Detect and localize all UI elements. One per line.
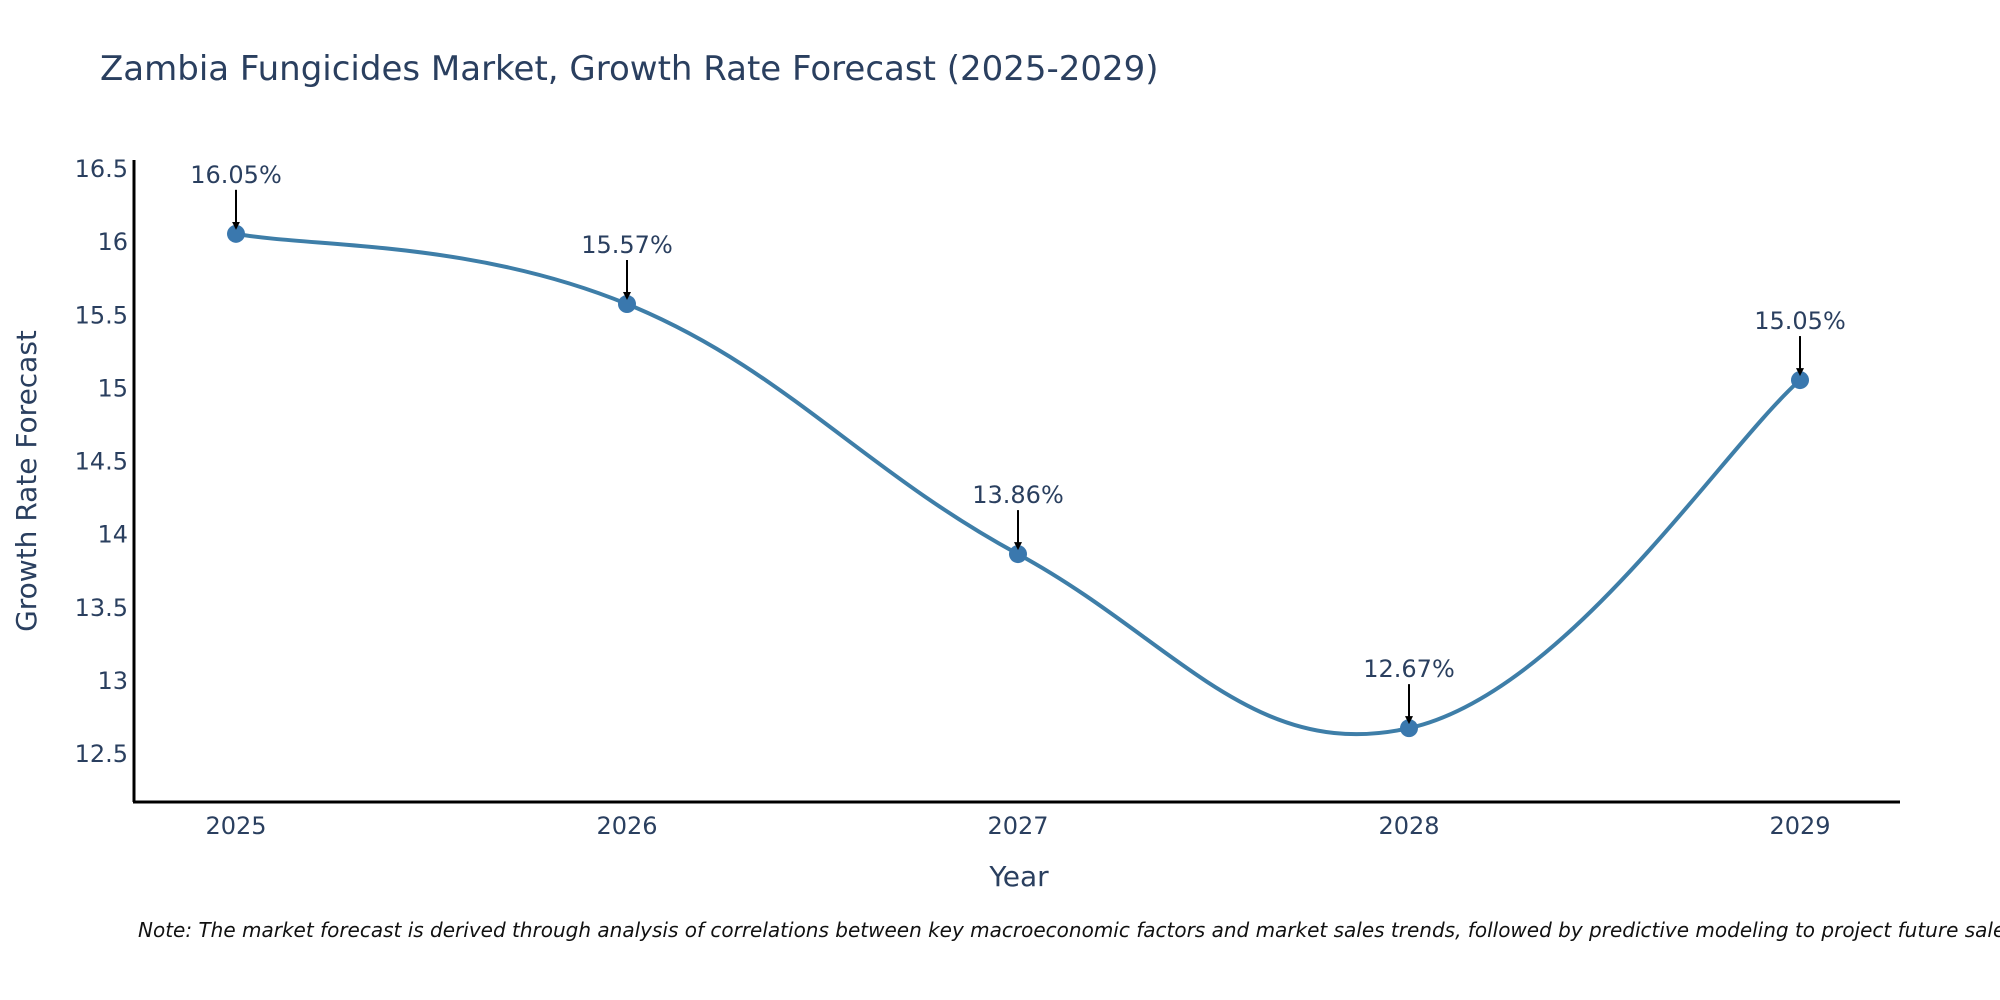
y-tick-label: 13.5 bbox=[75, 594, 128, 622]
x-tick-label: 2029 bbox=[1769, 812, 1830, 840]
y-tick-label: 15 bbox=[97, 374, 128, 402]
data-point bbox=[1009, 545, 1027, 564]
data-label: 12.67% bbox=[1363, 655, 1455, 683]
x-tick-label: 2025 bbox=[205, 812, 266, 840]
x-tick-label: 2026 bbox=[596, 812, 657, 840]
x-tick-label: 2027 bbox=[987, 812, 1048, 840]
data-label: 15.57% bbox=[581, 231, 673, 259]
y-tick-label: 13 bbox=[97, 667, 128, 695]
y-tick-label: 14.5 bbox=[75, 448, 128, 476]
y-tick-label: 14 bbox=[97, 521, 128, 549]
x-axis-title: Year bbox=[988, 860, 1049, 893]
data-point bbox=[1400, 719, 1418, 738]
data-point bbox=[1791, 371, 1809, 390]
y-axis-ticks: 12.5 13 13.5 14 14.5 15 15.5 16 16.5 bbox=[75, 155, 128, 768]
data-labels: 16.05% 15.57% 13.86% 12.67% 15.05% bbox=[190, 161, 1846, 725]
y-tick-label: 16 bbox=[97, 228, 128, 256]
data-label: 15.05% bbox=[1754, 307, 1846, 335]
y-tick-label: 15.5 bbox=[75, 301, 128, 329]
y-axis-title: Growth Rate Forecast bbox=[10, 330, 43, 632]
data-points bbox=[227, 224, 1809, 738]
data-point bbox=[618, 295, 636, 314]
data-point bbox=[227, 224, 245, 243]
data-label: 13.86% bbox=[972, 481, 1064, 509]
data-label: 16.05% bbox=[190, 161, 282, 189]
y-tick-label: 16.5 bbox=[75, 155, 128, 183]
y-tick-label: 12.5 bbox=[75, 740, 128, 768]
x-tick-label: 2028 bbox=[1378, 812, 1439, 840]
series-line bbox=[235, 231, 1802, 737]
chart-title: Zambia Fungicides Market, Growth Rate Fo… bbox=[100, 49, 1159, 89]
footnote: Note: The market forecast is derived thr… bbox=[138, 918, 2000, 942]
x-axis-ticks: 2025 2026 2027 2028 2029 bbox=[205, 812, 1830, 840]
